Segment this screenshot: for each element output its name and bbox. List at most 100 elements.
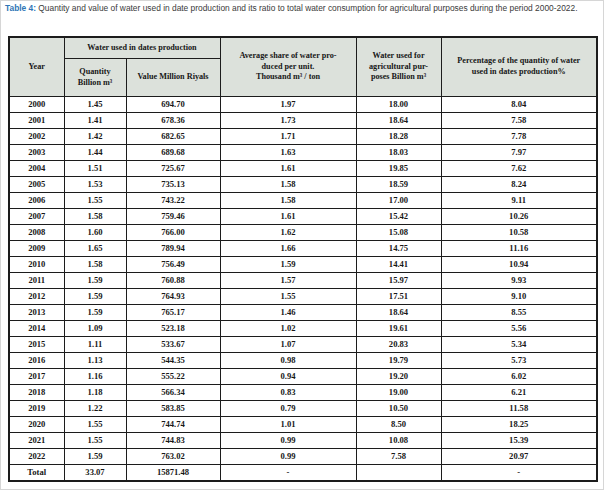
value-cell: 523.18 <box>126 321 220 337</box>
table-row: 20201.55744.741.018.5018.25 <box>9 417 597 433</box>
value-cell: 0.98 <box>220 353 356 369</box>
value-cell: 1.59 <box>64 305 126 321</box>
value-cell: 1.13 <box>64 353 126 369</box>
value-cell: 1.58 <box>64 209 126 225</box>
value-cell: 10.26 <box>441 209 597 225</box>
value-cell: 7.58 <box>356 449 441 465</box>
value-cell: 1.55 <box>64 433 126 449</box>
year-cell: 2004 <box>9 161 64 177</box>
caption-label: Table 4: <box>5 3 36 13</box>
table-row: 20061.55743.221.5817.009.11 <box>9 193 597 209</box>
value-cell: 1.07 <box>220 337 356 353</box>
value-cell: 1.58 <box>220 193 356 209</box>
table-row: 20071.58759.461.6115.4210.26 <box>9 209 597 225</box>
value-cell: 0.99 <box>220 449 356 465</box>
value-cell: 15.42 <box>356 209 441 225</box>
value-cell: 14.75 <box>356 241 441 257</box>
value-cell: 1.01 <box>220 417 356 433</box>
value-cell: 760.88 <box>126 273 220 289</box>
table-row: 20111.59760.881.5715.979.93 <box>9 273 597 289</box>
value-cell: 1.59 <box>220 257 356 273</box>
value-cell: 1.65 <box>64 241 126 257</box>
caption-text: Quantity and value of water used in date… <box>36 3 577 13</box>
value-cell: - <box>441 465 597 482</box>
table-row: 20191.22583.850.7910.5011.58 <box>9 401 597 417</box>
value-cell: 18.00 <box>356 97 441 113</box>
value-cell: 1.11 <box>64 337 126 353</box>
table-row: 20171.16555.220.9419.206.02 <box>9 369 597 385</box>
value-cell: 1.46 <box>220 305 356 321</box>
value-cell: 1.42 <box>64 129 126 145</box>
value-cell: 19.20 <box>356 369 441 385</box>
value-cell: 0.99 <box>220 433 356 449</box>
value-cell: 1.61 <box>220 161 356 177</box>
value-cell: 1.53 <box>64 177 126 193</box>
value-cell: 1.62 <box>220 225 356 241</box>
value-cell: 1.71 <box>220 129 356 145</box>
header-average-share: Average share of water pro- duced per un… <box>220 37 356 97</box>
value-cell: 735.13 <box>126 177 220 193</box>
value-cell: 1.73 <box>220 113 356 129</box>
value-cell: 689.68 <box>126 145 220 161</box>
value-cell: - <box>220 465 356 482</box>
value-cell: 19.85 <box>356 161 441 177</box>
value-cell: 10.94 <box>441 257 597 273</box>
value-cell: 14.41 <box>356 257 441 273</box>
value-cell: 756.49 <box>126 257 220 273</box>
table-row: 20001.45694.701.9718.008.04 <box>9 97 597 113</box>
value-cell: 1.16 <box>64 369 126 385</box>
value-cell: 1.18 <box>64 385 126 401</box>
header-year: Year <box>9 37 64 97</box>
value-cell: 11.16 <box>441 241 597 257</box>
value-cell: 744.83 <box>126 433 220 449</box>
table-row: 20161.13544.350.9819.795.73 <box>9 353 597 369</box>
total-row: Total33.0715871.48-- <box>9 465 597 482</box>
table-row: 20021.42682.651.7118.287.78 <box>9 129 597 145</box>
value-cell: 17.00 <box>356 193 441 209</box>
value-cell: 8.04 <box>441 97 597 113</box>
header-value: Value Million Riyals <box>126 59 220 97</box>
value-cell: 759.46 <box>126 209 220 225</box>
year-cell: 2014 <box>9 321 64 337</box>
year-cell: 2007 <box>9 209 64 225</box>
value-cell: 7.58 <box>441 113 597 129</box>
year-cell: 2000 <box>9 97 64 113</box>
value-cell: 15.97 <box>356 273 441 289</box>
header-percentage: Percentage of the quantity of water used… <box>441 37 597 97</box>
value-cell: 766.00 <box>126 225 220 241</box>
year-cell: 2015 <box>9 337 64 353</box>
value-cell: 18.64 <box>356 305 441 321</box>
value-cell: 8.24 <box>441 177 597 193</box>
value-cell: 533.67 <box>126 337 220 353</box>
year-cell: 2018 <box>9 385 64 401</box>
year-cell: 2008 <box>9 225 64 241</box>
value-cell: 5.56 <box>441 321 597 337</box>
value-cell: 15.39 <box>441 433 597 449</box>
value-cell: 544.35 <box>126 353 220 369</box>
value-cell: 10.50 <box>356 401 441 417</box>
value-cell: 15.08 <box>356 225 441 241</box>
header-quantity: Quantity Billion m³ <box>64 59 126 97</box>
value-cell: 583.85 <box>126 401 220 417</box>
value-cell: 1.51 <box>64 161 126 177</box>
value-cell: 1.59 <box>64 449 126 465</box>
value-cell: 33.07 <box>64 465 126 482</box>
value-cell: 19.00 <box>356 385 441 401</box>
value-cell: 789.94 <box>126 241 220 257</box>
year-cell: 2020 <box>9 417 64 433</box>
year-cell: 2017 <box>9 369 64 385</box>
value-cell: 17.51 <box>356 289 441 305</box>
value-cell: 1.55 <box>64 417 126 433</box>
total-label-cell: Total <box>9 465 64 482</box>
header-agricultural-water: Water used for agricultural pur- poses B… <box>356 37 441 97</box>
value-cell: 10.08 <box>356 433 441 449</box>
value-cell: 11.58 <box>441 401 597 417</box>
value-cell: 7.97 <box>441 145 597 161</box>
value-cell: 10.58 <box>441 225 597 241</box>
page: Table 4: Quantity and value of water use… <box>0 0 604 490</box>
year-cell: 2002 <box>9 129 64 145</box>
value-cell: 1.66 <box>220 241 356 257</box>
value-cell: 18.59 <box>356 177 441 193</box>
value-cell: 18.28 <box>356 129 441 145</box>
value-cell: 764.93 <box>126 289 220 305</box>
